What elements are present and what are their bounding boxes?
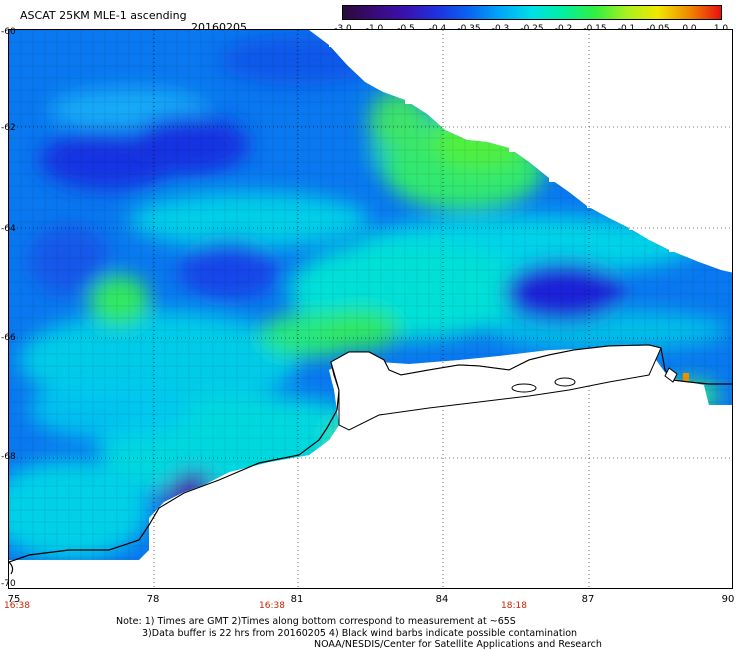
longitude-label: 75 bbox=[7, 594, 21, 605]
note-line-2: 3)Data buffer is 22 hrs from 20160205 4)… bbox=[142, 628, 578, 639]
latitude-label: -70 bbox=[1, 579, 16, 589]
time-label: 16:38 bbox=[4, 601, 30, 611]
map-plot bbox=[8, 29, 733, 589]
coastline-fragment bbox=[9, 561, 14, 575]
note-line-1: Note: 1) Times are GMT 2)Times along bot… bbox=[116, 616, 516, 627]
latitude-label: -66 bbox=[1, 333, 16, 343]
latitude-label: -64 bbox=[1, 224, 16, 234]
product-title: ASCAT 25KM MLE-1 ascending bbox=[20, 9, 187, 22]
map-canvas bbox=[9, 30, 732, 588]
longitude-label: 90 bbox=[721, 594, 735, 605]
time-label: 18:18 bbox=[501, 601, 527, 611]
longitude-label: 84 bbox=[435, 594, 449, 605]
wind-field bbox=[9, 30, 732, 560]
time-label: 16:38 bbox=[259, 601, 285, 611]
island bbox=[664, 367, 678, 383]
ice-shelf bbox=[330, 344, 662, 431]
latitude-label: -62 bbox=[1, 123, 16, 133]
longitude-label: 81 bbox=[290, 594, 304, 605]
colorbar bbox=[342, 5, 722, 20]
graticule bbox=[9, 30, 732, 588]
note-line-3: NOAA/NESDIS/Center for Satellite Applica… bbox=[314, 639, 602, 650]
latitude-label: -68 bbox=[1, 452, 16, 462]
longitude-label: 87 bbox=[581, 594, 595, 605]
island bbox=[511, 383, 537, 393]
island bbox=[554, 377, 576, 387]
longitude-label: 78 bbox=[146, 594, 160, 605]
latitude-label: -60 bbox=[1, 27, 16, 37]
